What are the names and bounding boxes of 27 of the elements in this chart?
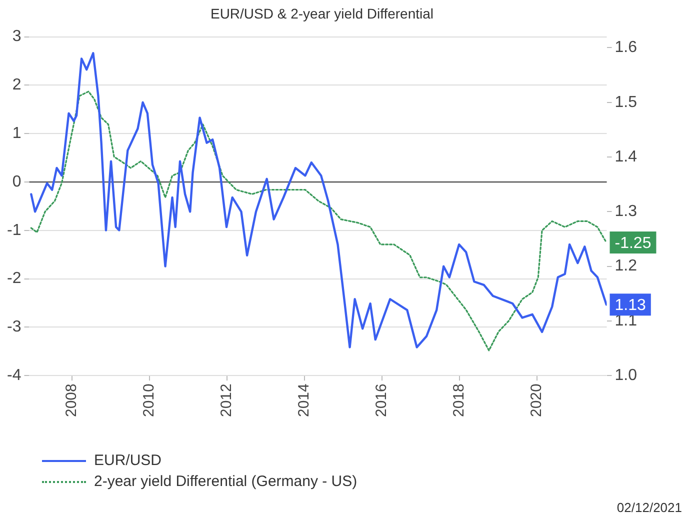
x-tick-label: 2008 — [63, 384, 80, 418]
y2-tick-label: 1.5 — [614, 94, 638, 111]
data-label: 1.13 — [614, 296, 646, 314]
data-label: -1.25 — [614, 234, 652, 252]
y2-tick-label: 1.4 — [614, 148, 638, 166]
y2-tick-label: 1.6 — [614, 39, 638, 56]
y2-tick-label: 1.2 — [614, 258, 638, 275]
y-tick-label: 0 — [12, 173, 22, 190]
chart-title: EUR/USD & 2-year yield Differential — [210, 5, 434, 22]
x-tick-label: 2016 — [373, 384, 390, 418]
y-tick-label: -4 — [6, 367, 22, 384]
y2-tick-label: 1.3 — [614, 203, 638, 220]
y-tick-label: 2 — [12, 76, 22, 94]
y-tick-label: -3 — [6, 318, 22, 336]
x-tick-label: 2018 — [450, 384, 468, 418]
legend-label: 2-year yield Differential (Germany - US) — [94, 473, 358, 490]
y-tick-label: 1 — [12, 125, 22, 142]
x-tick-label: 2014 — [296, 384, 313, 418]
y-tick-label: 3 — [12, 28, 22, 46]
y2-tick-label: 1.0 — [614, 367, 638, 384]
legend-label: EUR/USD — [94, 452, 162, 469]
x-tick-label: 2020 — [528, 384, 546, 418]
y-tick-label: -1 — [6, 222, 22, 239]
x-tick-label: 2010 — [140, 384, 158, 418]
y-tick-label: -2 — [6, 270, 22, 288]
text: 02/12/2021 — [616, 500, 682, 515]
x-tick-label: 2012 — [218, 384, 236, 418]
